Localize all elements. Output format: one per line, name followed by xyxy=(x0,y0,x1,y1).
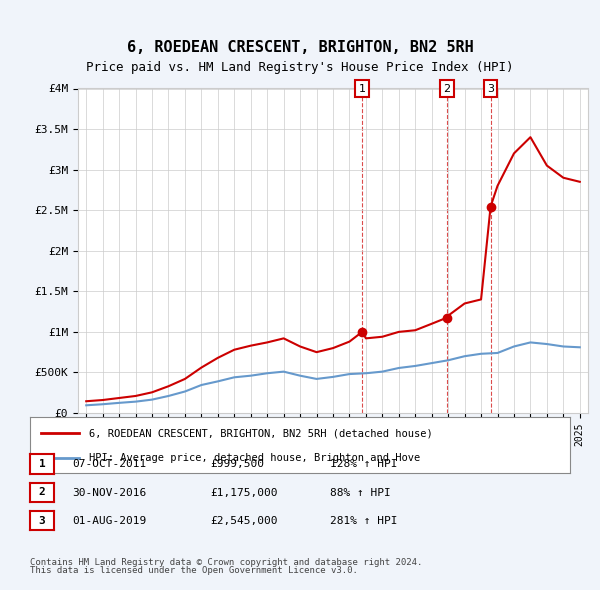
Text: £2,545,000: £2,545,000 xyxy=(210,516,277,526)
Text: 6, ROEDEAN CRESCENT, BRIGHTON, BN2 5RH: 6, ROEDEAN CRESCENT, BRIGHTON, BN2 5RH xyxy=(127,40,473,55)
Text: £1,175,000: £1,175,000 xyxy=(210,488,277,497)
Text: 88% ↑ HPI: 88% ↑ HPI xyxy=(330,488,391,497)
Text: 3: 3 xyxy=(487,84,494,93)
Text: 2: 2 xyxy=(38,487,46,497)
Text: 1: 1 xyxy=(38,459,46,469)
Text: 128% ↑ HPI: 128% ↑ HPI xyxy=(330,460,398,469)
Text: Contains HM Land Registry data © Crown copyright and database right 2024.: Contains HM Land Registry data © Crown c… xyxy=(30,558,422,566)
Text: 07-OCT-2011: 07-OCT-2011 xyxy=(72,460,146,469)
Text: 6, ROEDEAN CRESCENT, BRIGHTON, BN2 5RH (detached house): 6, ROEDEAN CRESCENT, BRIGHTON, BN2 5RH (… xyxy=(89,428,433,438)
Text: Price paid vs. HM Land Registry's House Price Index (HPI): Price paid vs. HM Land Registry's House … xyxy=(86,61,514,74)
Text: 2: 2 xyxy=(443,84,451,93)
Text: HPI: Average price, detached house, Brighton and Hove: HPI: Average price, detached house, Brig… xyxy=(89,453,421,463)
Text: This data is licensed under the Open Government Licence v3.0.: This data is licensed under the Open Gov… xyxy=(30,566,358,575)
Text: £999,500: £999,500 xyxy=(210,460,264,469)
Text: 01-AUG-2019: 01-AUG-2019 xyxy=(72,516,146,526)
Text: 281% ↑ HPI: 281% ↑ HPI xyxy=(330,516,398,526)
Text: 30-NOV-2016: 30-NOV-2016 xyxy=(72,488,146,497)
Text: 3: 3 xyxy=(38,516,46,526)
Text: 1: 1 xyxy=(359,84,365,93)
